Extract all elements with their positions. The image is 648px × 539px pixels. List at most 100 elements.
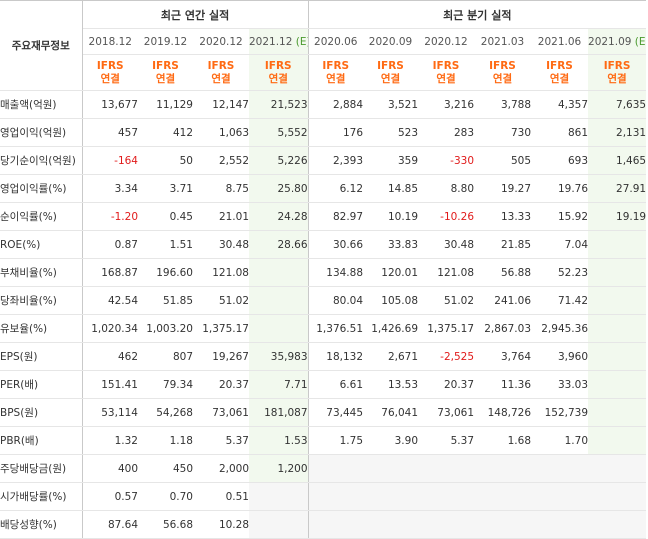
table-cell: 3,764 [474,342,532,371]
table-cell [308,482,364,511]
ifrs-label: IFRS [546,59,573,72]
table-cell: 7.71 [249,370,309,399]
table-cell: 3,521 [363,90,419,119]
table-cell: 152,739 [531,398,589,427]
table-row: 매출액(억원) 13,677 11,129 12,147 21,523 2,884 3,52… [0,90,647,119]
table-cell [588,342,647,371]
period-label: 2019.12 [143,35,188,48]
table-cell [418,510,475,539]
table-cell: 5,552 [249,118,309,147]
table-row: 순이익률(%) -1.20 0.45 21.01 24.28 82.97 10.19 -10.… [0,202,647,231]
period-header: 2021.12 (E) [249,28,309,55]
table-cell: 1,465 [588,146,647,175]
table-cell: 359 [363,146,419,175]
table-cell: 79.34 [138,370,193,399]
row-label: 당좌비율(%) [0,286,83,315]
ifrs-label: IFRS [489,59,516,72]
period-label: 2021.09 [588,35,632,48]
ifrs-label: IFRS [264,59,292,72]
table-cell: 1.53 [249,426,309,455]
row-label: 영업이익률(%) [0,174,83,203]
table-cell: 2,671 [363,342,419,371]
consolidated-label: 연결 [492,72,513,85]
table-cell: 18,132 [308,342,364,371]
ifrs-badge: IFRS 연결 [249,54,309,91]
table-cell: 8.80 [418,174,475,203]
table-cell: 2,393 [308,146,364,175]
table-cell: 181,087 [249,398,309,427]
table-cell: 10.28 [193,510,249,539]
table-cell: 76,041 [363,398,419,427]
table-cell: 13,677 [82,90,138,119]
table-cell: 12,147 [193,90,249,119]
table-cell: 7,635 [588,90,647,119]
row-label: EPS(원) [0,342,83,371]
consolidated-label: 연결 [155,72,176,85]
table-cell: 0.70 [138,482,193,511]
period-header: 2018.12 [82,28,138,55]
table-cell [474,510,532,539]
consolidated-label: 연결 [380,72,401,85]
table-cell: 462 [82,342,138,371]
table-cell: 73,061 [193,398,249,427]
table-cell: -10.26 [418,202,475,231]
table-cell: 450 [138,454,193,483]
table-cell [308,510,364,539]
table-cell: 51.85 [138,286,193,315]
table-cell: 42.54 [82,286,138,315]
table-cell [474,454,532,483]
table-cell [588,426,647,455]
table-cell: 400 [82,454,138,483]
table-cell: 1,426.69 [363,314,419,343]
ifrs-label: IFRS [432,59,460,72]
table-cell: 2,000 [193,454,249,483]
period-header: 2021.03 [474,28,532,55]
table-cell [531,454,589,483]
quarter-section-title: 최근 분기 실적 [308,0,647,29]
table-cell: 3,960 [531,342,589,371]
table-cell [588,286,647,315]
table-cell [418,454,475,483]
table-cell [249,510,309,539]
row-label: 시가배당률(%) [0,482,83,511]
table-cell [588,454,647,483]
table-cell: 2,131 [588,118,647,147]
table-cell: 1.70 [531,426,589,455]
table-cell: 5.37 [418,426,475,455]
table-cell: -1.20 [82,202,138,231]
ifrs-badge: IFRS 연결 [308,54,364,91]
ifrs-badge: IFRS 연결 [418,54,475,91]
row-label: 주당배당금(원) [0,454,83,483]
table-cell: 14.85 [363,174,419,203]
period-header: 2021.06 [531,28,589,55]
table-cell: -330 [418,146,475,175]
table-cell [531,482,589,511]
ifrs-label: IFRS [207,59,235,72]
ifrs-label: IFRS [96,59,124,72]
table-cell: 861 [531,118,589,147]
table-cell: 1,020.34 [82,314,138,343]
table-cell: -2,525 [418,342,475,371]
table-cell: 6.12 [308,174,364,203]
table-cell: 20.37 [418,370,475,399]
period-label: 2020.06 [314,35,358,48]
period-header: 2020.12 [193,28,249,55]
table-cell [588,258,647,287]
table-cell: 807 [138,342,193,371]
period-label: 2021.06 [537,35,582,48]
table-cell: 51.02 [418,286,475,315]
table-row: PER(배) 151.41 79.34 20.37 7.71 6.61 13.53 20.37… [0,370,647,399]
table-cell: 35,983 [249,342,309,371]
table-cell: 0.57 [82,482,138,511]
table-cell: 19,267 [193,342,249,371]
table-cell: 1,063 [193,118,249,147]
table-cell: 3.34 [82,174,138,203]
row-label: 영업이익(억원) [0,118,83,147]
table-cell: 241.06 [474,286,532,315]
table-cell: 0.51 [193,482,249,511]
ifrs-badge: IFRS 연결 [588,54,647,91]
table-cell: 0.45 [138,202,193,231]
table-cell [308,454,364,483]
table-cell: 0.87 [82,230,138,259]
ifrs-label: IFRS [152,59,179,72]
